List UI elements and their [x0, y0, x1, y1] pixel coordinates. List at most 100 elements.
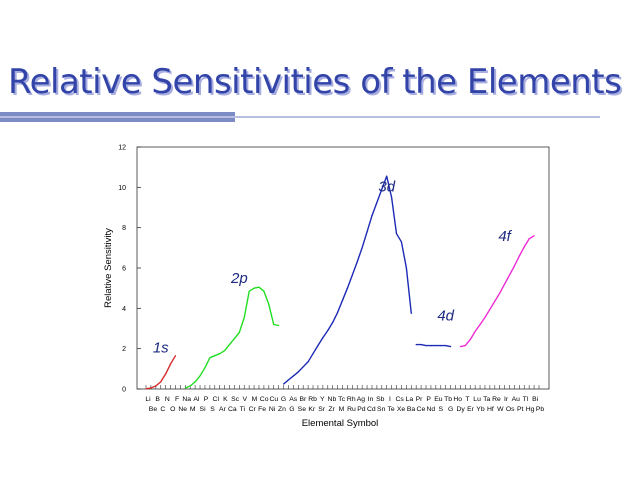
x-tick-label: Eu: [434, 396, 443, 403]
data-point: [410, 312, 412, 314]
data-point: [361, 247, 363, 249]
x-tick-label: Pd: [357, 406, 366, 413]
data-point: [160, 381, 162, 383]
data-point: [273, 323, 275, 326]
data-point: [184, 387, 186, 389]
x-tick-label: Ba: [407, 406, 416, 413]
x-tick-label: Co: [260, 396, 269, 403]
x-tick-label: S: [438, 406, 443, 413]
data-point: [224, 350, 226, 352]
data-point: [494, 300, 496, 302]
data-point: [174, 355, 177, 357]
data-point: [440, 345, 442, 347]
annotation-1s: 1s: [153, 340, 169, 357]
data-point: [263, 290, 265, 292]
x-tick-label: Ir: [504, 396, 509, 403]
x-tick-label: Pt: [517, 406, 524, 413]
x-tick-label: Zr: [328, 406, 335, 413]
x-tick-label: Te: [388, 406, 395, 413]
series-line-1s: [145, 355, 177, 390]
x-tick-label: Pr: [416, 396, 424, 403]
data-point: [292, 375, 294, 377]
x-tick-label: Ho: [453, 396, 462, 403]
data-point: [243, 316, 245, 319]
x-tick-label: Au: [512, 396, 521, 403]
data-point: [233, 337, 236, 340]
x-tick-label: Br: [299, 396, 307, 403]
x-tick-label: I: [389, 396, 391, 403]
data-point: [332, 321, 334, 324]
x-tick-label: Y: [320, 396, 325, 403]
x-tick-label: M: [252, 396, 258, 403]
x-tick-label: Ce: [417, 406, 426, 413]
x-tick-label: O: [170, 406, 175, 413]
x-tick-label: K: [223, 396, 228, 403]
x-tick-label: Os: [506, 406, 515, 413]
x-tick-label: Rh: [347, 396, 356, 403]
x-tick-label: Pb: [536, 406, 545, 413]
data-point: [336, 311, 339, 313]
data-point: [430, 345, 432, 347]
x-tick-label: Tb: [444, 396, 452, 403]
data-point: [381, 188, 383, 190]
annotation-layer: 1s 2p 3d 4d 4f: [153, 178, 513, 356]
data-point: [479, 323, 481, 326]
x-tick-label: S: [210, 406, 215, 413]
x-tick-label: Si: [200, 406, 207, 413]
data-point: [150, 387, 152, 389]
x-tick-label: M: [190, 406, 196, 413]
data-point: [523, 246, 525, 248]
series-line-4d: [416, 343, 451, 348]
x-tick-label: Ar: [219, 406, 227, 413]
x-axis: Li B N F Na Al P Cl K Sc V M Co Cu G As Br Rb Y Nb Tc Rh Ag In S…: [145, 385, 544, 413]
data-point: [405, 267, 407, 269]
x-tick-label: Sn: [377, 406, 386, 413]
x-tick-label: G: [281, 396, 286, 403]
x-tick-label: Re: [492, 396, 501, 403]
data-point: [371, 214, 373, 217]
data-point: [508, 274, 511, 276]
x-tick-label: Ne: [178, 406, 187, 413]
x-tick-label: B: [155, 396, 160, 403]
x-tick-label: P: [204, 396, 209, 403]
x-tick-label: C: [160, 406, 165, 413]
data-point: [169, 363, 172, 365]
x-tick-label: La: [406, 396, 414, 403]
data-point: [307, 361, 309, 363]
data-point: [341, 299, 344, 301]
data-point: [366, 231, 368, 233]
plot-frame: [136, 146, 550, 390]
data-point: [513, 265, 516, 267]
data-point: [209, 357, 211, 359]
data-point: [278, 324, 280, 327]
x-tick-label: In: [368, 396, 374, 403]
data-point: [322, 336, 324, 339]
x-tick-label: Kr: [308, 406, 316, 413]
data-point: [228, 344, 231, 346]
x-tick-label: Se: [298, 406, 307, 413]
data-point: [518, 255, 520, 257]
x-tick-label: Cd: [367, 406, 376, 413]
x-tick-label: Er: [467, 406, 475, 413]
data-point: [356, 261, 358, 263]
data-point: [302, 366, 304, 368]
data-point: [199, 375, 201, 377]
slide-title: Relative Sensitivities of the Elements: [8, 62, 622, 102]
y-tick-label: 12: [118, 145, 126, 152]
data-point: [533, 235, 535, 237]
x-tick-label: Cl: [213, 396, 220, 403]
data-point: [435, 345, 437, 347]
series-layer: [145, 175, 535, 390]
data-point: [489, 308, 491, 310]
x-tick-label: Ca: [228, 406, 237, 413]
data-point: [214, 355, 216, 357]
data-point: [204, 367, 206, 369]
data-point: [469, 338, 471, 341]
x-tick-label: Bi: [532, 396, 539, 403]
x-tick-label: Al: [193, 396, 200, 403]
x-tick-label: G: [289, 406, 294, 413]
x-tick-label: Zn: [278, 406, 286, 413]
x-tick-label: F: [175, 396, 179, 403]
data-point: [268, 303, 270, 305]
